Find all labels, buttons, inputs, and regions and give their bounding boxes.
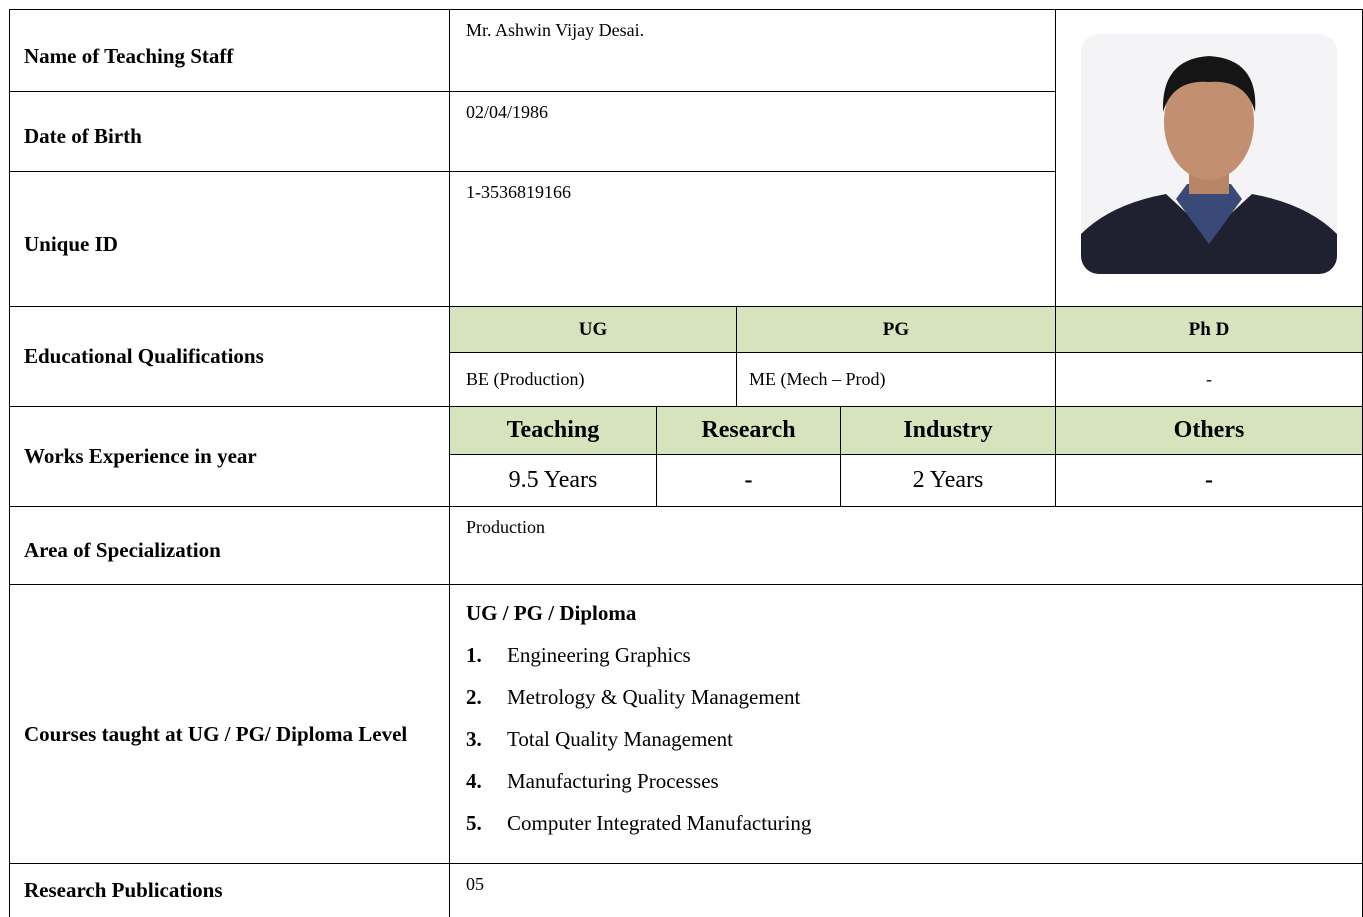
cell: 2 Years — [840, 454, 1056, 507]
course-name: Engineering Graphics — [507, 643, 691, 667]
column-header: Teaching — [449, 406, 657, 455]
photo-cell — [1055, 9, 1363, 307]
value: 05 — [449, 863, 1363, 917]
column-header: Research — [656, 406, 841, 455]
cell: ME (Mech – Prod) — [736, 352, 1056, 407]
value: Mr. Ashwin Vijay Desai. — [449, 9, 1056, 92]
label: Courses taught at UG / PG/ Diploma Level — [9, 584, 450, 864]
course-name: Total Quality Management — [507, 727, 733, 751]
course-name: Computer Integrated Manufacturing — [507, 811, 812, 835]
label: Date of Birth — [9, 91, 450, 172]
courses-cell: UG / PG / Diploma 1. Engineering Graphics… — [449, 584, 1363, 864]
course-name: Metrology & Quality Management — [507, 685, 801, 709]
list-number: 2. — [466, 685, 482, 709]
cell: BE (Production) — [449, 352, 737, 407]
label: Area of Specialization — [9, 506, 450, 585]
photo — [1081, 34, 1337, 274]
list-heading: UG / PG / Diploma — [466, 601, 637, 625]
column-header: Others — [1055, 406, 1363, 455]
column-header: Industry — [840, 406, 1056, 455]
list-number: 5. — [466, 811, 482, 835]
cell: - — [656, 454, 841, 507]
value: Production — [449, 506, 1363, 585]
column-header: PG — [736, 306, 1056, 353]
cell: - — [1055, 454, 1363, 507]
column-header: UG — [449, 306, 737, 353]
cell: - — [1055, 352, 1363, 407]
value: 1-3536819166 — [449, 171, 1056, 307]
list-number: 3. — [466, 727, 482, 751]
list-number: 4. — [466, 769, 482, 793]
label: Name of Teaching Staff — [9, 9, 450, 92]
label: Research Publications — [9, 863, 450, 917]
column-header: Ph D — [1055, 306, 1363, 353]
list-number: 1. — [466, 643, 482, 667]
label: Works Experience in year — [9, 406, 450, 507]
cell: 9.5 Years — [449, 454, 657, 507]
label: Unique ID — [9, 171, 450, 307]
value: 02/04/1986 — [449, 91, 1056, 172]
label: Educational Qualifications — [9, 306, 450, 407]
course-name: Manufacturing Processes — [507, 769, 719, 793]
